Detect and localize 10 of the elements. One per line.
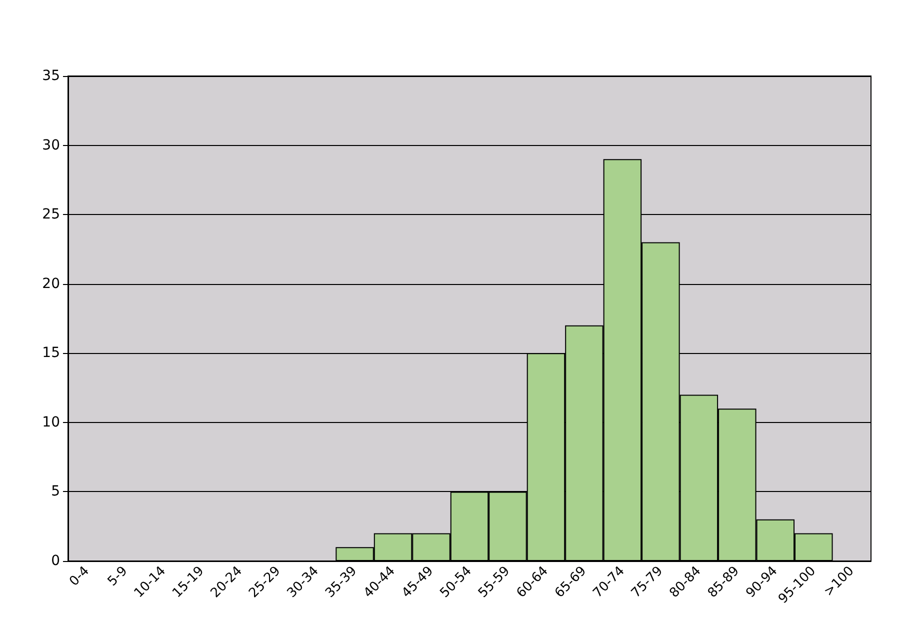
x-tick-label: 5-9 [105,564,131,590]
y-tick-label: 0 [51,553,60,569]
y-tick-label: 5 [51,484,60,500]
y-tick-label: 30 [42,137,60,154]
y-tick-label: 15 [42,345,60,362]
y-tick-label: 20 [42,276,60,292]
y-tick-label: 10 [42,414,60,430]
x-tick-label: 0-4 [66,564,92,590]
y-tick-label: 25 [42,206,60,223]
y-tick-label: 35 [42,68,60,84]
